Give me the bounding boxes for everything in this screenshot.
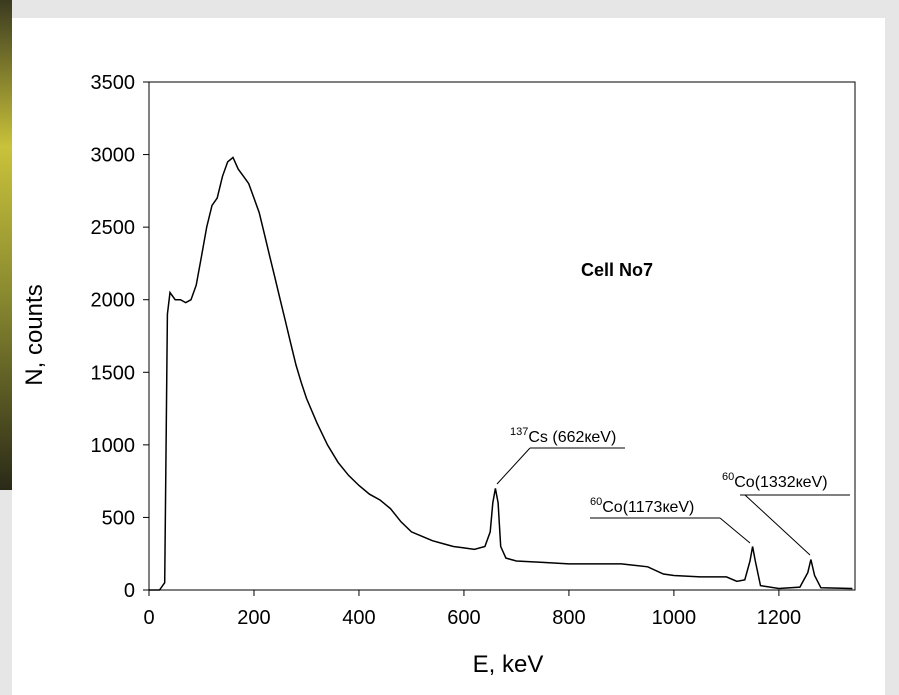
y-axis-label: N, counts xyxy=(21,284,48,385)
y-tick-label: 0 xyxy=(124,580,135,602)
annotation-text: Co(1332кeV) xyxy=(734,474,827,491)
chart-label: Cell No7 xyxy=(581,260,653,280)
y-tick-label: 1500 xyxy=(91,362,136,384)
spectrum-line xyxy=(149,156,853,591)
plot-frame xyxy=(148,81,856,591)
x-axis-label: E, keV xyxy=(473,651,544,678)
x-tick-label: 1000 xyxy=(652,607,697,629)
y-tick-label: 2500 xyxy=(91,217,136,239)
annotation: 60Co(1332кeV) xyxy=(722,471,828,491)
x-tick-label: 600 xyxy=(447,607,480,629)
annotation-text: Cs (662кeV) xyxy=(528,429,616,446)
annotation: 137Cs (662кeV) xyxy=(510,426,616,446)
annotation-text: Co(1173кeV) xyxy=(602,499,694,516)
annotation-sup: 60 xyxy=(590,496,602,508)
leader xyxy=(719,517,751,544)
y-tick-label: 500 xyxy=(102,507,135,529)
leader xyxy=(496,447,531,485)
y-tick-label: 2000 xyxy=(91,290,136,312)
x-tick-label: 200 xyxy=(237,607,270,629)
x-tick-label: 0 xyxy=(143,607,154,629)
y-tick-label: 3500 xyxy=(91,72,136,94)
x-tick-label: 400 xyxy=(342,607,375,629)
annotation-sup: 137 xyxy=(510,426,528,438)
leaders xyxy=(496,447,850,556)
y-tick-label: 1000 xyxy=(91,435,136,457)
x-tick-label: 1200 xyxy=(757,607,802,629)
annotation: 60Co(1173кeV) xyxy=(590,496,694,516)
leader xyxy=(744,494,811,556)
x-tick-label: 800 xyxy=(552,607,585,629)
panel xyxy=(12,18,885,695)
y-tick-label: 3000 xyxy=(91,145,136,167)
photo-strip xyxy=(0,0,12,490)
annotation-sup: 60 xyxy=(722,471,734,483)
